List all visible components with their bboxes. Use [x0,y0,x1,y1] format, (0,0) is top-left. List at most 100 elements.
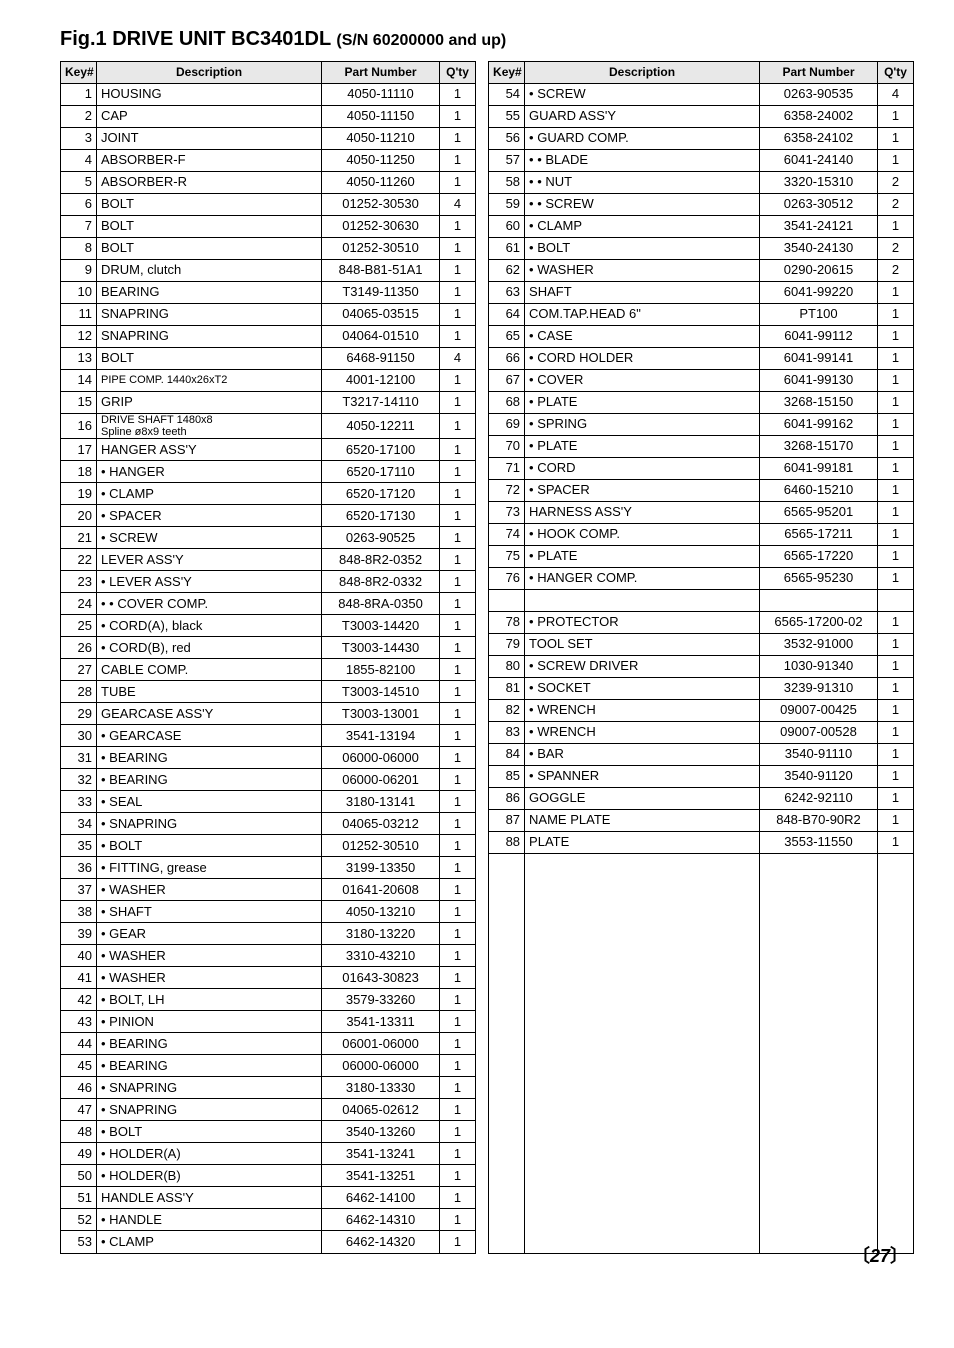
filler-row [489,875,914,896]
desc-cell: • PINION [97,1011,322,1033]
part-cell: 6041-99181 [760,458,878,480]
table-row: 17HANGER ASS'Y6520-171001 [61,439,476,461]
key-cell: 59 [489,194,525,216]
filler-cell [489,896,525,917]
empty-cell [489,590,525,612]
table-row: 53• CLAMP6462-143201 [61,1231,476,1254]
part-cell: 3579-33260 [322,989,440,1011]
filler-row [489,938,914,959]
part-cell: T3003-14430 [322,637,440,659]
qty-cell: 1 [440,1143,476,1165]
filler-cell [525,959,760,980]
desc-cell: CABLE COMP. [97,659,322,681]
part-cell: 01643-30823 [322,967,440,989]
key-cell: 28 [61,681,97,703]
filler-row [489,1127,914,1148]
desc-cell: • BOLT [97,835,322,857]
filler-row [489,854,914,876]
key-cell: 85 [489,766,525,788]
table-row: 7BOLT01252-306301 [61,216,476,238]
key-cell: 80 [489,656,525,678]
desc-cell: • SCREW [525,84,760,106]
filler-cell [525,1190,760,1211]
part-cell: 1855-82100 [322,659,440,681]
table-row: 64COM.TAP.HEAD 6"PT1001 [489,304,914,326]
table-row: 41• WASHER01643-308231 [61,967,476,989]
qty-cell: 2 [878,238,914,260]
desc-cell: • GEARCASE [97,725,322,747]
table-row: 87NAME PLATE848-B70-90R21 [489,810,914,832]
table-row: 36• FITTING, grease3199-133501 [61,857,476,879]
desc-cell: DRUM, clutch [97,260,322,282]
key-cell: 40 [61,945,97,967]
filler-cell [878,1127,914,1148]
table-row: 52• HANDLE6462-143101 [61,1209,476,1231]
table-row: 38• SHAFT4050-132101 [61,901,476,923]
filler-cell [878,917,914,938]
desc-cell: DRIVE SHAFT 1480x8Spline ø8x9 teeth [97,414,322,439]
key-cell: 68 [489,392,525,414]
desc-cell: ABSORBER-F [97,150,322,172]
part-cell: 01252-30530 [322,194,440,216]
table-row: 61• BOLT3540-241302 [489,238,914,260]
qty-cell: 1 [878,546,914,568]
part-cell: 4050-13210 [322,901,440,923]
part-cell: 4050-11150 [322,106,440,128]
filler-cell [525,1085,760,1106]
table-row: 29GEARCASE ASS'YT3003-130011 [61,703,476,725]
qty-cell: 1 [440,901,476,923]
key-cell: 58 [489,172,525,194]
part-cell: 6520-17130 [322,505,440,527]
desc-cell: • SOCKET [525,678,760,700]
filler-cell [878,1190,914,1211]
table-row: 84• BAR3540-911101 [489,744,914,766]
part-cell: 4050-11110 [322,84,440,106]
part-cell: 06000-06201 [322,769,440,791]
part-cell: 09007-00425 [760,700,878,722]
part-cell: 6520-17110 [322,461,440,483]
part-cell: 3541-13311 [322,1011,440,1033]
qty-cell: 1 [440,791,476,813]
key-cell: 22 [61,549,97,571]
key-cell: 2 [61,106,97,128]
key-cell: 29 [61,703,97,725]
key-cell: 21 [61,527,97,549]
part-cell: 06000-06000 [322,747,440,769]
qty-cell: 1 [878,678,914,700]
tables-container: Key# Description Part Number Q'ty 1HOUSI… [60,61,914,1254]
desc-cell: • BOLT, LH [97,989,322,1011]
part-cell: 848-B81-51A1 [322,260,440,282]
desc-cell: • LEVER ASS'Y [97,571,322,593]
qty-cell: 2 [878,194,914,216]
key-cell: 11 [61,304,97,326]
part-cell: 04065-02612 [322,1099,440,1121]
filler-row [489,1022,914,1043]
th-desc: Description [525,62,760,84]
qty-cell: 1 [440,1209,476,1231]
part-cell: 04064-01510 [322,326,440,348]
part-cell: T3217-14110 [322,392,440,414]
filler-cell [489,1190,525,1211]
part-cell: 848-8R2-0352 [322,549,440,571]
key-cell: 32 [61,769,97,791]
filler-cell [760,938,878,959]
filler-cell [878,959,914,980]
qty-cell: 1 [440,483,476,505]
filler-cell [489,917,525,938]
part-cell: 6242-92110 [760,788,878,810]
filler-cell [878,938,914,959]
key-cell: 23 [61,571,97,593]
filler-row [489,1211,914,1232]
table-row: 50• HOLDER(B)3541-132511 [61,1165,476,1187]
table-row: 3JOINT4050-112101 [61,128,476,150]
part-cell: 3199-13350 [322,857,440,879]
qty-cell: 1 [878,810,914,832]
part-cell: 6565-95201 [760,502,878,524]
filler-cell [878,1106,914,1127]
filler-row [489,1169,914,1190]
key-cell: 64 [489,304,525,326]
key-cell: 81 [489,678,525,700]
desc-cell: LEVER ASS'Y [97,549,322,571]
th-desc: Description [97,62,322,84]
filler-cell [760,1211,878,1232]
